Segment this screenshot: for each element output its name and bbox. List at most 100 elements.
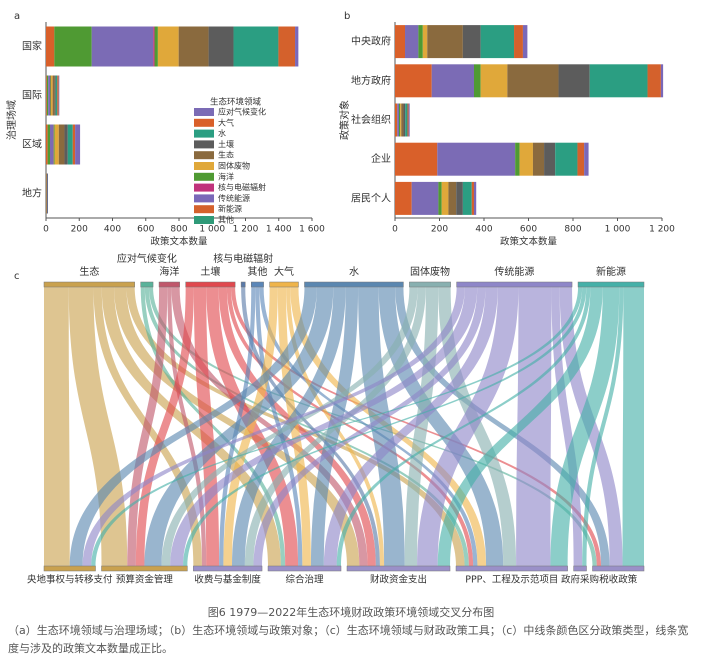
- bar-segment: [295, 26, 299, 67]
- bar-segment: [233, 26, 279, 67]
- sankey-top-node: [140, 281, 154, 288]
- bar-segment: [405, 103, 408, 137]
- bar-segment: [441, 181, 449, 215]
- bar-segment: [660, 64, 664, 98]
- bar-segment: [411, 181, 439, 215]
- sankey-flow: [127, 287, 168, 566]
- sankey-bottom-label: 财政资金支出: [370, 574, 427, 586]
- sankey-top-label: 大气: [274, 265, 294, 278]
- y-tick-label: 地方政府: [351, 74, 391, 87]
- x-tick-label: 1 000: [199, 225, 225, 235]
- panel-a-chart: a 0 200 400 600 800 1 000 1 200 1 400 1 600 政策文本数量…: [5, 11, 325, 248]
- legend-label: 传统能源: [218, 193, 250, 203]
- bar-segment: [471, 181, 474, 215]
- bar-segment: [408, 103, 410, 137]
- sankey-top-node: [304, 281, 404, 288]
- sankey-top-label: 应对气候变化: [117, 252, 177, 265]
- bar-segment: [515, 142, 520, 176]
- bar-segment: [577, 142, 585, 176]
- legend-swatch: [194, 162, 214, 170]
- bar-segment: [399, 103, 401, 137]
- sankey-top-node: [456, 281, 573, 288]
- sankey-flow: [44, 287, 70, 566]
- sankey-flow: [82, 287, 465, 566]
- bar-segment: [400, 103, 402, 137]
- bar-segment: [67, 124, 73, 165]
- sankey-flow: [550, 287, 620, 566]
- bar-segment: [57, 75, 59, 116]
- sankey-top-node: [43, 281, 135, 288]
- sankey-flow: [223, 287, 278, 566]
- sankey-top-node: [158, 281, 180, 288]
- bar-segment: [395, 25, 406, 59]
- sankey-bottom-label: 税收政策: [599, 574, 638, 586]
- legend-label: 核与电磁辐射: [218, 182, 266, 192]
- bar-segment: [58, 75, 60, 116]
- bar-segment: [50, 75, 51, 116]
- bar-segment: [462, 25, 481, 59]
- bar-segment: [403, 103, 406, 137]
- sankey-top-node: [251, 281, 264, 288]
- bar-segment: [46, 75, 47, 116]
- bar-segment: [395, 64, 432, 98]
- bar-segment: [48, 75, 51, 116]
- x-tick-label: 1 200: [233, 225, 259, 235]
- bar-segment: [584, 142, 589, 176]
- sankey-bottom-label: 综合治理: [286, 574, 325, 586]
- bar-segment: [473, 181, 477, 215]
- legend-label: 新能源: [218, 204, 242, 214]
- x-tick-label: 400: [104, 225, 121, 235]
- sankey-flow: [69, 287, 317, 566]
- bar-segment: [91, 26, 154, 67]
- legend-swatch: [194, 151, 214, 160]
- sankey-top-label: 其他: [247, 265, 267, 278]
- sankey-bottom-node: [193, 565, 263, 572]
- sankey-flow: [183, 287, 587, 566]
- bar-segment: [46, 173, 47, 214]
- sankey-flow: [140, 287, 286, 566]
- y-axis-label: 政策对象: [338, 100, 351, 140]
- bar-segment: [153, 26, 155, 67]
- bar-segment: [46, 75, 49, 116]
- sankey-flow: [144, 287, 469, 566]
- bar-segment: [54, 26, 92, 67]
- bar-segment: [418, 25, 423, 59]
- sankey-flow: [241, 287, 380, 566]
- bar-segment: [397, 103, 400, 137]
- x-tick-label: 200: [431, 225, 448, 235]
- bar-segment: [437, 142, 516, 176]
- legend-label: 海洋: [218, 171, 234, 181]
- sankey-flow: [161, 287, 418, 566]
- sankey-top-label: 传统能源: [494, 265, 534, 278]
- bar-segment: [514, 25, 523, 59]
- x-tick-label: 1 400: [266, 225, 292, 235]
- sankey-top-node: [240, 281, 246, 288]
- legend-swatch: [194, 140, 214, 149]
- legend-label: 其他: [218, 215, 234, 225]
- sankey-flow: [253, 287, 486, 566]
- legend-swatch: [194, 183, 214, 192]
- bar-segment: [47, 173, 48, 214]
- sankey-top-node: [185, 281, 236, 288]
- x-tick-label: 200: [71, 225, 88, 235]
- sankey-flow: [582, 287, 624, 566]
- sankey-bottom-label: PPP、工程及示范项目: [465, 574, 558, 586]
- legend-label: 固体废物: [218, 161, 250, 171]
- bar-segment: [427, 25, 463, 59]
- sankey-flow: [171, 287, 368, 566]
- sankey-flow: [144, 287, 334, 566]
- sankey-bottom-node: [43, 565, 96, 572]
- bar-segment: [401, 103, 404, 137]
- bar-segment: [178, 26, 209, 67]
- bar-segment: [555, 142, 578, 176]
- bar-segment: [53, 124, 54, 165]
- x-tick-label: 600: [137, 225, 154, 235]
- sankey-flow: [170, 287, 478, 566]
- y-tick-label: 企业: [371, 152, 391, 165]
- sankey-top-label: 核与电磁辐射: [213, 252, 273, 265]
- sankey-flow: [167, 287, 207, 566]
- x-tick-label: 400: [475, 225, 492, 235]
- y-tick-label: 居民个人: [351, 192, 391, 204]
- sankey-flow: [437, 287, 603, 566]
- bar-segment: [47, 124, 50, 165]
